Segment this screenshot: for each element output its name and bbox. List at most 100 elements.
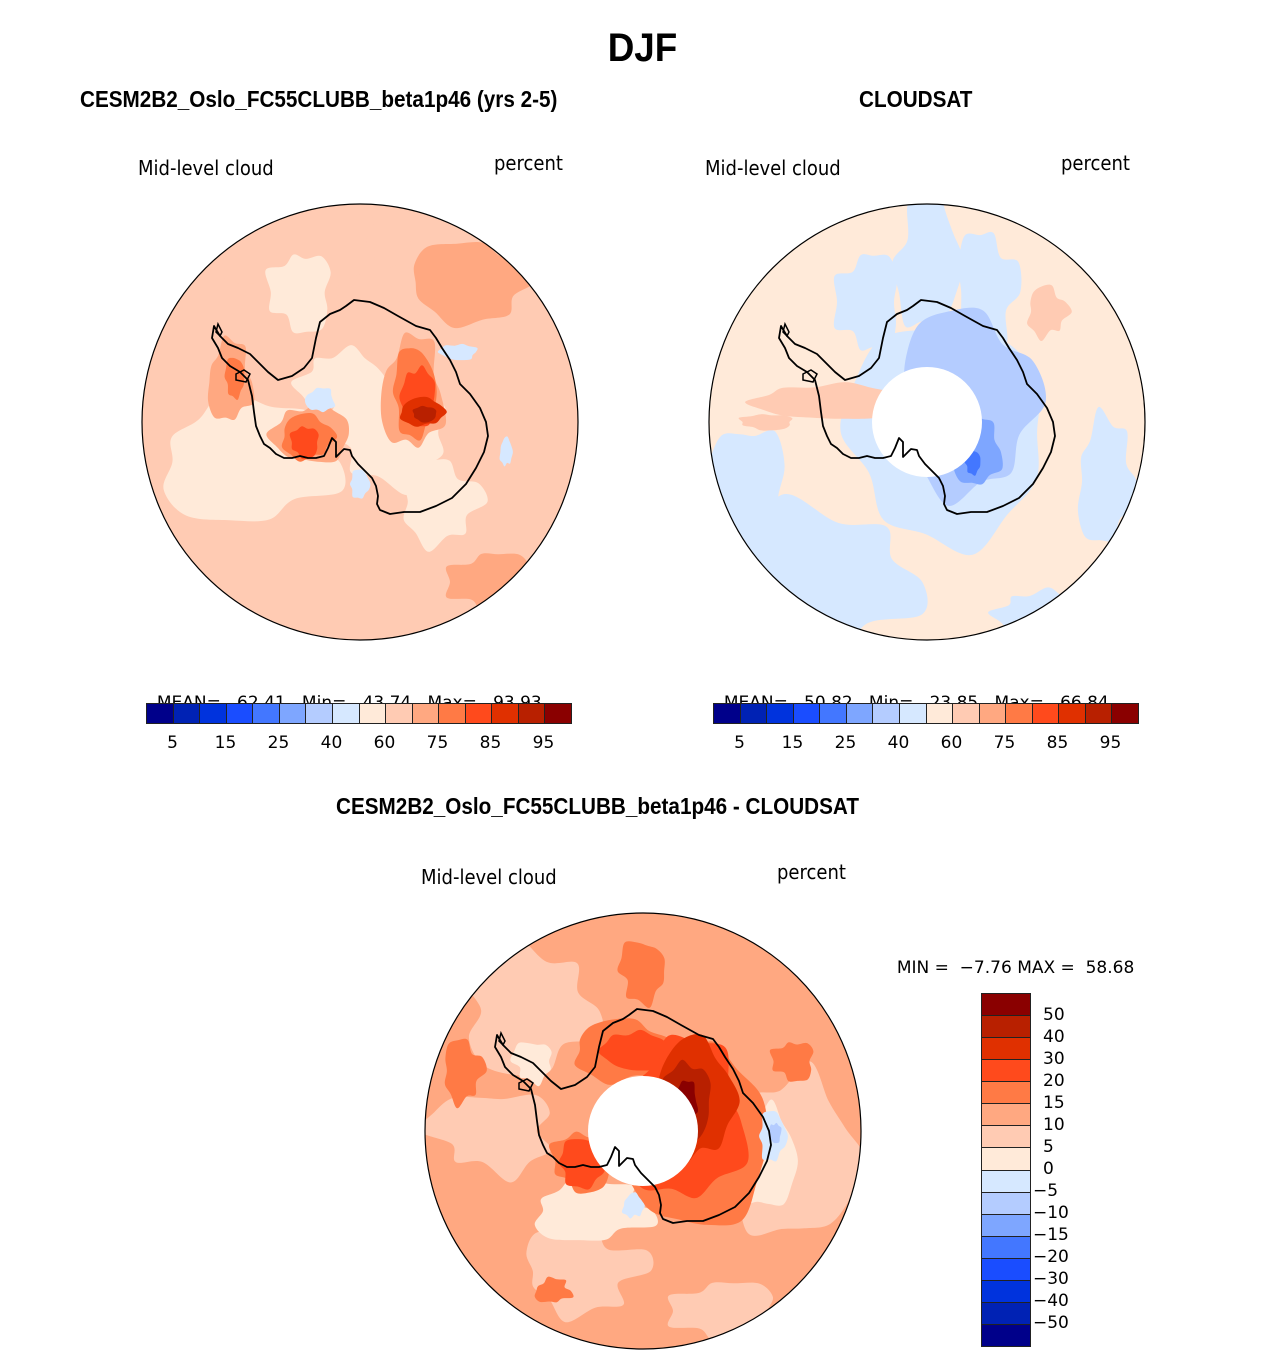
colorbar-swatch: [982, 1258, 1030, 1281]
colorbar-swatch: [306, 704, 333, 723]
colorbar-tick-label: 15: [781, 733, 804, 753]
colorbar-swatch: [253, 704, 280, 723]
panel-3-map: [424, 912, 862, 1350]
peninsula-islands: [782, 321, 818, 383]
antarctica-coastline: [778, 299, 1056, 515]
panel-3-variable-label: Mid-level cloud: [421, 865, 557, 889]
colorbar-tick-label: −10: [1033, 1203, 1069, 1223]
colorbar-swatch: [820, 704, 847, 723]
antarctica-coastline: [494, 1008, 772, 1224]
colorbar-swatch: [545, 704, 571, 723]
colorbar-swatch: [359, 704, 387, 723]
contour-region: [510, 1042, 552, 1087]
colorbar-tick-label: 20: [1043, 1071, 1065, 1091]
colorbar-swatch: [982, 1236, 1030, 1259]
colorbar-swatch: [1059, 704, 1086, 723]
contour-region: [534, 1173, 658, 1241]
contour-region: [738, 414, 793, 431]
colorbar-swatch: [846, 704, 874, 723]
contour-region: [621, 1192, 645, 1219]
panel-1-variable-label: Mid-level cloud: [138, 156, 274, 180]
colorbar-tick-label: 5: [1043, 1137, 1054, 1157]
colorbar-swatch: [982, 1302, 1030, 1325]
colorbar-swatch: [465, 704, 493, 723]
colorbar-tick-label: 5: [167, 733, 178, 753]
colorbar-tick-label: 60: [373, 733, 396, 753]
peninsula-islands: [498, 1030, 534, 1092]
contour-field: [709, 204, 1145, 640]
panel-3-colorbar: [981, 993, 1031, 1347]
colorbar-swatch: [982, 1170, 1030, 1193]
colorbar-swatch: [982, 1126, 1030, 1149]
colorbar-tick-label: 85: [479, 733, 502, 753]
colorbar-swatch: [173, 704, 201, 723]
colorbar-swatch: [386, 704, 413, 723]
missing-data-cap: [872, 367, 982, 477]
contour-region: [598, 1029, 666, 1071]
colorbar-swatch: [982, 1060, 1030, 1083]
panel-3-max-value: 58.68: [1085, 958, 1135, 978]
colorbar-tick-label: −5: [1033, 1181, 1059, 1201]
peninsula-islands: [215, 321, 251, 383]
colorbar-swatch: [439, 704, 466, 723]
contour-field: [425, 913, 861, 1349]
panel-2-variable-label: Mid-level cloud: [705, 156, 841, 180]
contour-region: [265, 254, 331, 334]
missing-data-cap: [588, 1076, 698, 1186]
contour-field: [142, 204, 578, 640]
contour-region: [833, 254, 898, 351]
panel-2-colorbar: [713, 703, 1139, 724]
panel-3-title: CESM2B2_Oslo_FC55CLUBB_beta1p46 - CLOUDS…: [336, 793, 859, 819]
colorbar-tick-label: −15: [1033, 1225, 1069, 1245]
colorbar-tick-label: −40: [1033, 1291, 1069, 1311]
colorbar-tick-label: 75: [426, 733, 449, 753]
colorbar-swatch: [279, 704, 307, 723]
panel-2-map: [708, 203, 1146, 641]
contour-region: [289, 426, 319, 460]
colorbar-tick-label: 30: [1043, 1049, 1065, 1069]
colorbar-tick-label: −30: [1033, 1269, 1069, 1289]
colorbar-swatch: [926, 704, 954, 723]
colorbar-swatch: [740, 704, 768, 723]
colorbar-swatch: [982, 1082, 1030, 1105]
contour-region: [1077, 406, 1140, 542]
colorbar-swatch: [982, 1280, 1030, 1303]
colorbar-tick-label: 0: [1043, 1159, 1054, 1179]
colorbar-swatch: [982, 994, 1030, 1017]
contour-region: [617, 941, 665, 1008]
contour-region: [413, 242, 536, 329]
colorbar-swatch: [332, 704, 360, 723]
colorbar-tick-label: 25: [834, 733, 857, 753]
colorbar-swatch: [412, 704, 440, 723]
contour-region: [499, 436, 513, 467]
panel-3-max-label: MAX =: [1017, 958, 1075, 978]
colorbar-swatch: [982, 1214, 1030, 1237]
colorbar-tick-label: 10: [1043, 1115, 1065, 1135]
contour-region: [304, 387, 336, 413]
colorbar-tick-label: 50: [1043, 1005, 1065, 1025]
colorbar-tick-label: 85: [1046, 733, 1069, 753]
panel-1-units-label: percent: [494, 151, 563, 175]
colorbar-tick-label: −20: [1033, 1247, 1069, 1267]
colorbar-tick-label: 40: [887, 733, 910, 753]
contour-region: [467, 932, 604, 1076]
contour-region: [892, 204, 964, 328]
colorbar-swatch: [147, 704, 174, 723]
panel-1-colorbar: [146, 703, 572, 724]
colorbar-swatch: [979, 704, 1007, 723]
colorbar-swatch: [982, 1016, 1030, 1039]
colorbar-swatch: [1112, 704, 1138, 723]
colorbar-swatch: [873, 704, 900, 723]
contour-region: [425, 1094, 552, 1183]
colorbar-swatch: [982, 1104, 1030, 1127]
contour-region: [412, 405, 437, 423]
colorbar-tick-label: 15: [214, 733, 237, 753]
panel-3-stats: MIN = −7.76 MAX = 58.68: [886, 938, 1134, 978]
panel-3-colorbar-labels: 50 40 30 20 15 10 5 0 −5 −10 −15 −20 −30 −40 −50: [1033, 993, 1099, 1345]
colorbar-tick-label: 60: [940, 733, 963, 753]
colorbar-swatch: [492, 704, 519, 723]
colorbar-swatch: [1032, 704, 1060, 723]
colorbar-tick-label: 75: [993, 733, 1016, 753]
colorbar-tick-label: 40: [1043, 1027, 1065, 1047]
colorbar-swatch: [1006, 704, 1033, 723]
